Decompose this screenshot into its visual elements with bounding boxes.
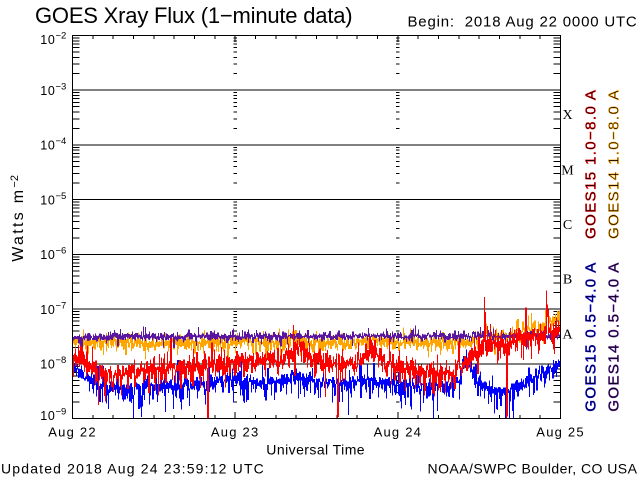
svg-text:M: M (561, 164, 574, 179)
svg-text:Aug 24: Aug 24 (374, 424, 423, 439)
svg-text:Begin: 2018 Aug 22 0000 UTC: Begin: 2018 Aug 22 0000 UTC (408, 13, 638, 30)
svg-text:C: C (563, 218, 572, 233)
svg-text:Aug 23: Aug 23 (211, 424, 260, 439)
svg-text:GOES15 0.5−4.0 A: GOES15 0.5−4.0 A (583, 261, 600, 411)
svg-text:A: A (562, 327, 573, 342)
svg-text:NOAA/SWPC Boulder, CO USA: NOAA/SWPC Boulder, CO USA (428, 461, 638, 477)
svg-text:GOES14 0.5−4.0 A: GOES14 0.5−4.0 A (606, 261, 623, 411)
svg-text:B: B (563, 273, 572, 288)
svg-text:Universal Time: Universal Time (266, 441, 365, 457)
svg-text:Aug 25: Aug 25 (536, 424, 585, 439)
svg-text:Aug 22: Aug 22 (48, 424, 97, 439)
svg-text:GOES14 1.0−8.0 A: GOES14 1.0−8.0 A (606, 89, 623, 239)
svg-text:GOES15 1.0−8.0 A: GOES15 1.0−8.0 A (583, 89, 600, 239)
svg-text:X: X (562, 108, 572, 123)
svg-text:Updated 2018 Aug 24 23:59:12 U: Updated 2018 Aug 24 23:59:12 UTC (1, 461, 265, 477)
svg-text:GOES Xray Flux (1−minute data): GOES Xray Flux (1−minute data) (35, 3, 352, 28)
svg-text:Watts m−2: Watts m−2 (9, 175, 27, 262)
